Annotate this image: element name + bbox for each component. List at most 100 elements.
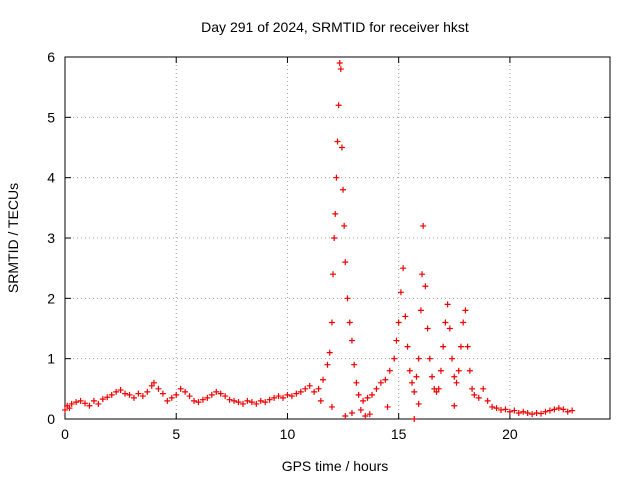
chart-title: Day 291 of 2024, SRMTID for receiver hks… xyxy=(201,19,469,35)
data-point xyxy=(555,405,562,412)
data-point xyxy=(82,400,89,407)
data-point xyxy=(411,388,418,395)
gridlines xyxy=(65,57,610,419)
data-point xyxy=(275,393,282,400)
data-point xyxy=(332,210,339,217)
data-point xyxy=(330,271,337,278)
data-point xyxy=(328,319,335,326)
data-point xyxy=(306,382,313,389)
data-point xyxy=(164,397,171,404)
data-point xyxy=(139,393,146,400)
data-point xyxy=(493,405,500,412)
data-point xyxy=(382,376,389,383)
y-axis-label: SRMTID / TECUs xyxy=(5,183,21,293)
data-point xyxy=(360,397,367,404)
data-point xyxy=(331,235,338,241)
data-point xyxy=(533,409,540,416)
data-point xyxy=(280,394,286,401)
data-point xyxy=(442,319,449,326)
data-point xyxy=(122,390,129,397)
data-point xyxy=(182,388,189,395)
data-point xyxy=(564,408,571,415)
data-point xyxy=(455,367,462,374)
data-point xyxy=(208,391,215,398)
y-tick-label: 4 xyxy=(47,170,55,186)
data-point xyxy=(435,385,442,392)
data-point xyxy=(460,319,467,326)
data-point xyxy=(420,222,427,229)
data-point xyxy=(159,390,166,397)
data-point xyxy=(426,355,433,362)
data-point xyxy=(135,390,142,397)
data-point xyxy=(433,388,440,395)
data-point xyxy=(404,343,411,350)
data-point xyxy=(406,367,413,374)
data-point xyxy=(222,393,229,400)
data-point xyxy=(130,394,137,401)
data-point xyxy=(168,394,175,401)
y-tick-label: 6 xyxy=(47,49,55,65)
x-tick-label: 5 xyxy=(172,426,180,442)
x-tick-label: 0 xyxy=(61,426,69,442)
data-point xyxy=(77,397,84,404)
data-point xyxy=(346,319,353,326)
data-point xyxy=(444,301,451,308)
data-point xyxy=(302,385,309,392)
data-point xyxy=(353,379,360,386)
data-point xyxy=(469,385,476,392)
data-point xyxy=(271,394,278,401)
data-point xyxy=(506,408,513,415)
y-axis: 0 1 2 3 4 5 6 xyxy=(47,49,610,427)
data-point xyxy=(117,387,124,394)
data-point xyxy=(177,385,184,392)
x-tick-label: 20 xyxy=(502,426,518,442)
data-point xyxy=(451,373,458,380)
data-point xyxy=(126,391,133,398)
y-tick-label: 5 xyxy=(47,109,55,125)
data-point xyxy=(195,399,202,406)
data-point xyxy=(95,400,102,407)
data-point xyxy=(480,385,487,392)
data-point xyxy=(520,408,527,415)
data-point xyxy=(475,394,482,401)
data-point xyxy=(62,406,68,413)
data-point xyxy=(326,349,333,356)
y-tick-label: 1 xyxy=(47,351,55,367)
data-point xyxy=(464,343,471,350)
y-tick-label: 2 xyxy=(47,290,55,306)
data-point xyxy=(293,390,300,397)
data-point xyxy=(341,222,348,229)
data-point xyxy=(351,361,358,368)
data-point xyxy=(440,343,447,350)
y-tick-label: 3 xyxy=(47,230,55,246)
data-point xyxy=(317,397,324,404)
data-point xyxy=(324,361,331,368)
data-point xyxy=(362,412,369,419)
data-point xyxy=(235,399,242,406)
data-point xyxy=(484,397,491,404)
data-point xyxy=(338,144,345,151)
data-point xyxy=(66,405,73,412)
data-point xyxy=(511,407,518,414)
data-point xyxy=(186,393,193,400)
data-point xyxy=(334,138,341,145)
data-point xyxy=(437,367,444,374)
data-point xyxy=(311,388,318,395)
data-point xyxy=(393,337,400,344)
data-point xyxy=(150,379,157,386)
data-point xyxy=(68,400,75,407)
data-point xyxy=(449,355,456,362)
data-point xyxy=(340,186,347,193)
data-point xyxy=(471,391,478,398)
data-point xyxy=(524,409,531,416)
data-point xyxy=(342,412,349,419)
data-point xyxy=(529,411,536,418)
data-point xyxy=(466,367,473,374)
y-tick-label: 0 xyxy=(47,411,55,427)
data-point xyxy=(429,373,436,380)
data-point xyxy=(542,408,549,415)
data-point xyxy=(297,388,304,395)
data-point xyxy=(419,271,426,278)
data-point xyxy=(320,376,327,383)
